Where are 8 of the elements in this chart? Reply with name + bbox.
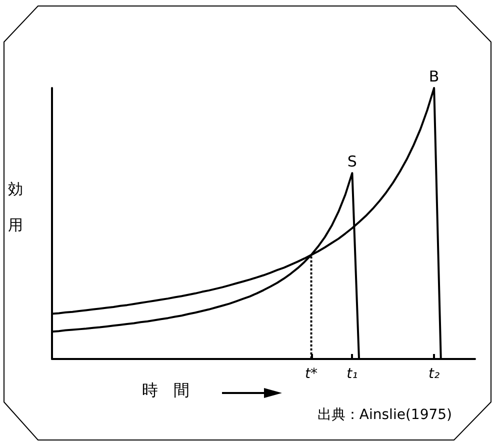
series-label: B	[428, 68, 440, 86]
source-note: 出典：Ainslie(1975)	[317, 407, 452, 423]
text: 効用	[8, 180, 23, 234]
x-tick-label: t₂	[428, 366, 440, 382]
series-label: S	[347, 152, 357, 171]
x-tick-label: t*	[305, 366, 318, 382]
x-tick-label: t₁	[346, 366, 358, 382]
x-axis-title: 時 間	[142, 380, 190, 400]
